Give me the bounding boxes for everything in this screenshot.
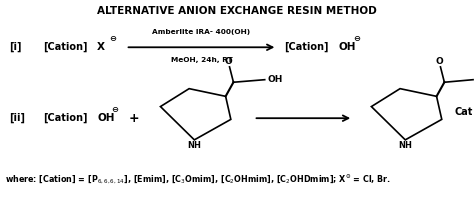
Text: O: O	[435, 57, 443, 66]
Text: OH: OH	[97, 113, 115, 123]
Text: Amberlite IRA- 400(OH): Amberlite IRA- 400(OH)	[152, 30, 251, 35]
Text: ⊖: ⊖	[109, 34, 116, 43]
Text: OH: OH	[339, 42, 356, 52]
Text: Cat: Cat	[455, 107, 473, 117]
Text: O: O	[224, 57, 232, 66]
Text: X: X	[97, 42, 105, 52]
Text: NH: NH	[187, 141, 201, 150]
Text: +: +	[129, 112, 139, 125]
Text: ⊖: ⊖	[353, 34, 360, 43]
Text: NH: NH	[398, 141, 412, 150]
Text: where: [Cation] = [P$_{6,6,6,14}$], [Emim], [C$_3$Omim], [C$_2$OHmim], [C$_2$OHD: where: [Cation] = [P$_{6,6,6,14}$], [Emi…	[5, 174, 391, 187]
Text: ⊖: ⊖	[111, 105, 118, 114]
Text: [Cation]: [Cation]	[43, 42, 87, 52]
Text: [Cation]: [Cation]	[284, 42, 329, 52]
Text: [Cation]: [Cation]	[43, 113, 87, 123]
Text: ALTERNATIVE ANION EXCHANGE RESIN METHOD: ALTERNATIVE ANION EXCHANGE RESIN METHOD	[97, 6, 377, 16]
Text: MeOH, 24h, RT: MeOH, 24h, RT	[171, 57, 232, 63]
Text: [i]: [i]	[9, 42, 22, 52]
Text: [ii]: [ii]	[9, 113, 26, 123]
Text: OH: OH	[267, 75, 283, 84]
